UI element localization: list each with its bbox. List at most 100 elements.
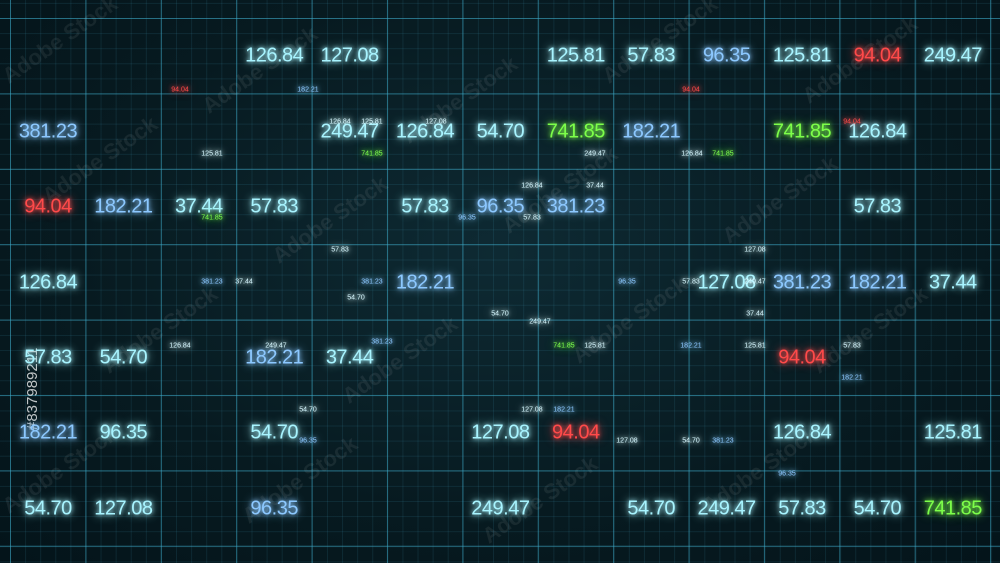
small-number: 741.85 xyxy=(201,214,223,222)
large-number: 127.08 xyxy=(94,497,153,520)
large-number: 54.70 xyxy=(476,120,525,143)
large-number: 96.35 xyxy=(702,44,751,67)
large-number: 125.81 xyxy=(546,44,606,67)
large-number: 37.44 xyxy=(175,195,223,218)
large-number: 126.84 xyxy=(772,421,832,444)
large-number: 127.08 xyxy=(697,271,757,294)
large-number: 96.35 xyxy=(476,195,525,218)
small-number: 125.81 xyxy=(584,342,606,350)
small-number: 126.84 xyxy=(681,150,703,158)
large-number: 182.21 xyxy=(622,120,681,143)
large-number: 94.04 xyxy=(24,195,72,218)
small-number: 381.23 xyxy=(361,278,383,286)
watermark: Adobe Stock xyxy=(807,280,932,379)
large-number: 94.04 xyxy=(778,346,826,369)
large-number: 126.84 xyxy=(848,120,907,143)
small-number: 125.81 xyxy=(201,150,223,158)
large-number: 96.35 xyxy=(250,497,298,520)
small-number: 54.70 xyxy=(299,406,317,414)
small-number: 54.70 xyxy=(347,294,365,302)
large-number: 54.70 xyxy=(853,497,902,520)
watermark: Adobe Stock xyxy=(0,0,122,89)
small-number: 57.83 xyxy=(523,214,541,222)
large-number: 182.21 xyxy=(395,271,455,294)
small-number: 182.21 xyxy=(553,406,575,414)
small-number: 741.85 xyxy=(361,150,383,158)
small-number: 94.04 xyxy=(171,86,189,94)
large-number: 96.35 xyxy=(99,421,148,444)
large-number: 57.83 xyxy=(401,195,449,218)
small-number: 37.44 xyxy=(235,278,253,286)
large-number: 125.81 xyxy=(923,421,983,444)
small-number: 182.21 xyxy=(297,86,319,94)
small-number: 57.83 xyxy=(682,278,700,286)
large-number: 741.85 xyxy=(772,120,832,143)
watermark: Adobe Stock xyxy=(197,20,322,119)
small-number: 126.84 xyxy=(329,118,351,126)
small-number: 249.47 xyxy=(265,342,287,350)
large-number: 54.70 xyxy=(24,497,72,520)
large-number: 182.21 xyxy=(18,421,78,444)
large-number: 57.83 xyxy=(853,195,902,218)
watermark: Adobe Stock xyxy=(267,170,392,269)
large-number: 57.83 xyxy=(250,195,298,218)
watermark: Adobe Stock xyxy=(567,270,692,369)
small-number: 182.21 xyxy=(841,374,863,382)
large-number: 126.84 xyxy=(395,120,455,143)
small-number: 54.70 xyxy=(491,310,509,318)
large-number: 127.08 xyxy=(471,421,530,444)
large-number: 127.08 xyxy=(320,44,380,67)
small-number: 127.08 xyxy=(616,437,638,445)
large-number: 741.85 xyxy=(923,497,983,520)
small-number: 741.85 xyxy=(712,150,734,158)
small-number: 125.81 xyxy=(744,342,766,350)
large-number: 381.23 xyxy=(546,195,606,218)
small-number: 126.84 xyxy=(521,182,543,190)
large-number: 94.04 xyxy=(853,44,902,67)
small-number: 741.85 xyxy=(553,342,575,350)
large-number: 381.23 xyxy=(772,271,832,294)
large-number: 57.83 xyxy=(778,497,826,520)
large-number: 182.21 xyxy=(245,346,304,369)
small-number: 37.44 xyxy=(746,310,764,318)
large-number: 54.70 xyxy=(99,346,148,369)
small-number: 96.35 xyxy=(299,437,317,445)
large-number: 126.84 xyxy=(18,271,78,294)
large-number: 249.47 xyxy=(923,44,983,67)
small-number: 127.08 xyxy=(521,406,543,414)
small-number: 94.04 xyxy=(843,118,861,126)
small-number: 96.35 xyxy=(618,278,636,286)
small-number: 96.35 xyxy=(778,470,796,478)
large-number: 126.84 xyxy=(245,44,304,67)
small-number: 37.44 xyxy=(586,182,604,190)
large-number: 249.47 xyxy=(471,497,530,520)
large-number: 249.47 xyxy=(320,120,380,143)
small-number: 57.83 xyxy=(843,342,861,350)
large-number: 37.44 xyxy=(929,271,977,294)
small-number: 381.23 xyxy=(201,278,223,286)
small-number: 249.47 xyxy=(744,278,766,286)
large-number: 54.70 xyxy=(627,497,675,520)
small-number: 126.84 xyxy=(169,342,191,350)
small-number: 249.47 xyxy=(529,318,551,326)
small-number: 96.35 xyxy=(458,214,476,222)
small-number: 125.81 xyxy=(361,118,383,126)
large-number: 182.21 xyxy=(848,271,907,294)
large-number: 57.83 xyxy=(627,44,675,67)
large-number: 182.21 xyxy=(94,195,153,218)
small-number: 182.21 xyxy=(680,342,702,350)
small-number: 57.83 xyxy=(331,246,349,254)
large-number: 741.85 xyxy=(546,120,606,143)
large-number: 249.47 xyxy=(697,497,757,520)
small-number: 381.23 xyxy=(712,437,734,445)
large-number: 37.44 xyxy=(325,346,374,369)
large-number: 125.81 xyxy=(772,44,832,67)
watermark: Adobe Stock xyxy=(717,150,842,249)
small-number: 127.08 xyxy=(425,118,447,126)
small-number: 249.47 xyxy=(584,150,606,158)
large-number: 94.04 xyxy=(552,421,600,444)
large-number: 54.70 xyxy=(250,421,298,444)
small-number: 127.08 xyxy=(744,246,766,254)
large-number: 381.23 xyxy=(18,120,78,143)
